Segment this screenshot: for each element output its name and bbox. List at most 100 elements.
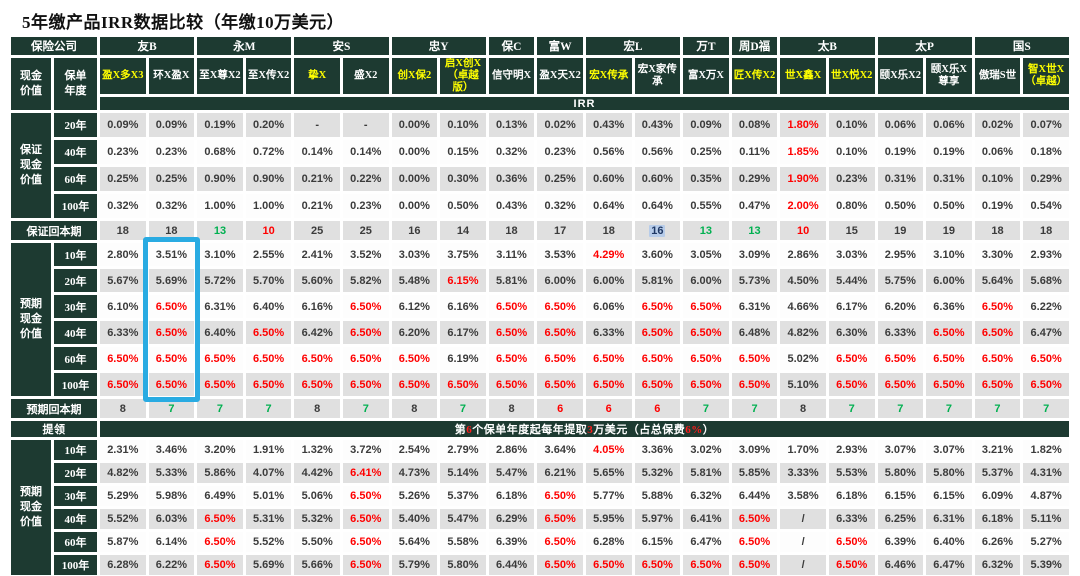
product-header: 匠X传X2: [731, 58, 778, 95]
value-cell: 6.50%: [1023, 373, 1069, 397]
product-header: 世X悦X2: [828, 58, 875, 95]
product-header: 富X万X: [683, 58, 729, 95]
value-cell: 5.58%: [440, 532, 486, 553]
value-cell: 1.91%: [245, 440, 292, 461]
payback-value-cell: 7: [974, 399, 1021, 419]
value-cell: 3.33%: [780, 463, 826, 484]
page-title: 5年缴产品IRR数据比较（年缴10万美元）: [22, 13, 345, 32]
value-cell: 0.25%: [148, 167, 195, 192]
value-cell: 6.50%: [148, 321, 195, 345]
value-cell: 0.07%: [1023, 113, 1069, 138]
value-cell: 5.37%: [440, 486, 486, 507]
product-header: 至X尊X2: [197, 58, 243, 95]
company-header: 保C: [488, 37, 535, 55]
withdraw-label: 提领: [11, 421, 97, 438]
value-cell: 4.31%: [1023, 463, 1069, 484]
value-cell: 0.60%: [634, 167, 681, 192]
value-cell: 0.19%: [197, 113, 243, 138]
product-header: 盈X天X2: [537, 58, 583, 95]
value-cell: 0.54%: [1023, 194, 1069, 219]
value-cell: 5.81%: [634, 269, 681, 293]
value-cell: 3.58%: [780, 486, 826, 507]
payback-value-cell: 8: [488, 399, 535, 419]
value-cell: 5.53%: [828, 463, 875, 484]
value-cell: 6.49%: [197, 486, 243, 507]
value-cell: 2.86%: [780, 243, 826, 267]
value-cell: 5.87%: [100, 532, 146, 553]
value-cell: 0.29%: [1023, 167, 1069, 192]
value-cell: 6.33%: [877, 321, 924, 345]
value-cell: 6.50%: [634, 321, 681, 345]
value-cell: 0.19%: [974, 194, 1021, 219]
payback-value-cell: 7: [148, 399, 195, 419]
value-cell: 5.69%: [245, 555, 292, 576]
value-cell: 5.39%: [1023, 555, 1069, 576]
value-cell: 5.66%: [294, 555, 340, 576]
value-cell: 6.00%: [537, 269, 583, 293]
value-cell: 6.50%: [731, 347, 778, 371]
table-row: 100年 6.50% 6.50% 6.50% 6.50% 6.50% 6.50% 6.50% 6…: [11, 373, 1069, 397]
value-cell: 6.50%: [926, 347, 972, 371]
value-cell: 3.02%: [683, 440, 729, 461]
payback-value-cell: 6: [634, 399, 681, 419]
value-cell: 6.50%: [1023, 347, 1069, 371]
value-cell: 6.50%: [342, 486, 389, 507]
value-cell: 6.39%: [877, 532, 924, 553]
payback-value-cell: 7: [877, 399, 924, 419]
value-cell: 6.50%: [197, 347, 243, 371]
year-label: 100年: [54, 555, 97, 576]
value-cell: 6.50%: [245, 347, 292, 371]
value-cell: 6.50%: [731, 373, 778, 397]
company-header: 太P: [877, 37, 972, 55]
value-cell: 6.50%: [537, 321, 583, 345]
value-cell: 6.31%: [731, 295, 778, 319]
company-header: 永M: [197, 37, 292, 55]
value-cell: 6.50%: [488, 321, 535, 345]
year-label: 10年: [54, 243, 97, 267]
payback-value-cell: 8: [100, 399, 146, 419]
banner-text: 3: [587, 424, 594, 437]
value-cell: 6.50%: [974, 295, 1021, 319]
company-header: 忠Y: [391, 37, 486, 55]
value-cell: 5.06%: [294, 486, 340, 507]
value-cell: 6.50%: [488, 295, 535, 319]
value-cell: 5.95%: [585, 509, 632, 530]
payback-value-cell: 18: [585, 221, 632, 241]
value-cell: 6.50%: [634, 373, 681, 397]
value-cell: 6.16%: [440, 295, 486, 319]
product-header: 盛X2: [342, 58, 389, 95]
company-header: 太B: [780, 37, 875, 55]
value-cell: 5.27%: [1023, 532, 1069, 553]
irr-comparison-table: 保险公司 友B 永M 安S 忠Y 保C 富W 宏L 万T 周D福 太B 太P 国S 现金价值 保单年度 盈X多…: [8, 34, 1072, 576]
table-row: 20年 4.82% 5.33% 5.86% 4.07% 4.42% 6.41% 4.73% 5.…: [11, 463, 1069, 484]
table-row: 保证现金价值 20年 0.09% 0.09% 0.19% 0.20% - -0.00% 0.10…: [11, 113, 1069, 219]
value-cell: 5.65%: [585, 463, 632, 484]
value-cell: 6.50%: [148, 295, 195, 319]
value-cell: 0.80%: [828, 194, 875, 219]
value-cell: /: [780, 555, 826, 576]
value-cell: 6.50%: [634, 295, 681, 319]
value-cell: 0.09%: [148, 113, 195, 138]
value-cell: 4.82%: [780, 321, 826, 345]
payback-value-cell: 7: [828, 399, 875, 419]
withdraw-banner: 第6个保单年度起每年提取3万美元（占总保费6%）: [100, 421, 1069, 438]
value-cell: 6.50%: [585, 373, 632, 397]
value-cell: 6.06%: [585, 295, 632, 319]
value-cell: 6.39%: [488, 532, 535, 553]
value-cell: 6.12%: [391, 295, 438, 319]
value-cell: 0.56%: [634, 140, 681, 165]
value-cell: 6.21%: [537, 463, 583, 484]
product-header: 至X传X2: [245, 58, 292, 95]
value-cell: 6.48%: [731, 321, 778, 345]
value-cell: 6.50%: [926, 321, 972, 345]
payback-value-cell: 13: [197, 221, 243, 241]
company-header: 周D福: [731, 37, 778, 55]
table-row: 100年 6.28% 6.22% 6.50% 5.69% 5.66% 6.50% 5.79% 5…: [11, 555, 1069, 576]
value-cell: 6.50%: [100, 347, 146, 371]
value-cell: 1.82%: [1023, 440, 1069, 461]
value-cell: 6.22%: [148, 555, 195, 576]
value-cell: 0.32%: [488, 140, 535, 165]
value-cell: 6.50%: [342, 321, 389, 345]
cash-value-label-cell: 现金价值: [11, 58, 51, 111]
value-cell: 0.32%: [537, 194, 583, 219]
